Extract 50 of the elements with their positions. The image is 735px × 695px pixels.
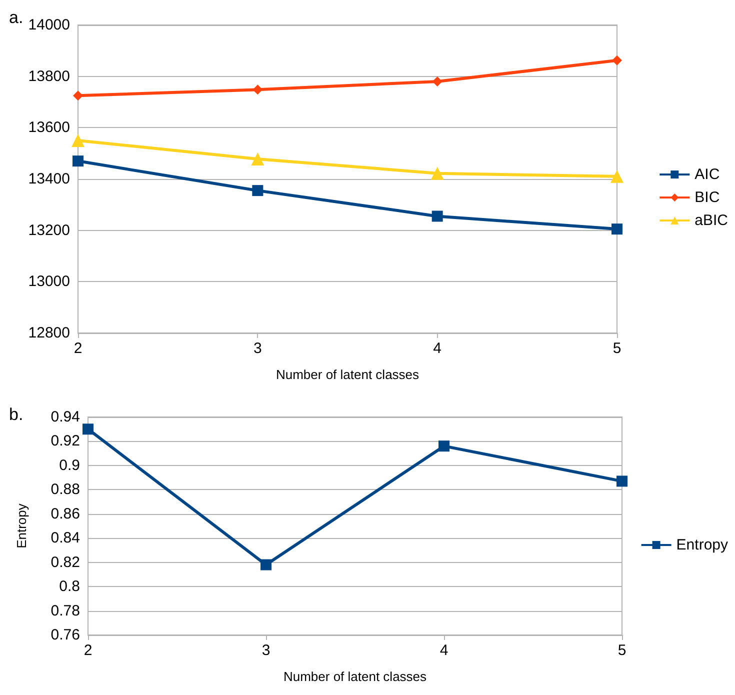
y-tick-label: 13000: [28, 273, 70, 290]
y-tick-label: 0.86: [50, 505, 80, 522]
x-tick-label: 5: [618, 642, 626, 659]
x-tick-label: 4: [433, 340, 442, 357]
chart-title: b.: [9, 405, 24, 424]
y-tick-label: 0.8: [59, 578, 80, 596]
x-tick-label: 2: [74, 340, 82, 357]
y-tick-label: 14000: [28, 16, 70, 34]
y-tick-label: 0.78: [50, 602, 80, 620]
y-tick-label: 0.76: [50, 626, 80, 644]
point: [260, 559, 272, 570]
point: [72, 156, 84, 167]
y-tick-label: 13600: [28, 119, 70, 136]
y-axis-title: Entropy: [14, 503, 29, 548]
x-axis-title: Number of latent classes: [283, 669, 428, 684]
point: [73, 90, 83, 101]
legend-label: BIC: [694, 189, 720, 206]
point: [252, 185, 264, 196]
point: [612, 55, 622, 66]
y-tick-label: 0.9: [59, 456, 80, 474]
x-tick-label: 2: [84, 642, 92, 659]
y-tick-label: 0.92: [50, 432, 80, 450]
point: [610, 170, 624, 183]
legend-label: Entropy: [676, 536, 728, 554]
x-tick-label: 3: [262, 642, 270, 659]
y-tick-label: 13400: [28, 170, 70, 188]
y-tick-label: 13200: [28, 222, 70, 239]
x-tick-label: 4: [440, 642, 448, 659]
point: [438, 440, 450, 452]
x-axis-title: Number of latent classes: [276, 367, 420, 382]
y-tick-label: 0.82: [50, 554, 80, 571]
point: [432, 210, 443, 222]
y-tick-label: 12800: [28, 324, 70, 342]
x-tick-label: 3: [253, 340, 262, 357]
point: [430, 166, 444, 180]
point: [72, 134, 84, 147]
point: [252, 84, 263, 95]
y-tick-label: 0.88: [50, 481, 80, 498]
point: [82, 424, 94, 435]
legend-label: aBIC: [694, 212, 728, 229]
point: [612, 224, 622, 235]
x-tick-label: 5: [612, 340, 622, 357]
y-tick-label: 0.84: [50, 530, 80, 547]
y-tick-label: 0.94: [50, 408, 80, 426]
chart-title: a.: [9, 8, 24, 27]
point: [432, 76, 442, 86]
point: [616, 476, 628, 487]
point: [251, 152, 264, 166]
legend-label: AIC: [694, 166, 720, 183]
y-tick-label: 13800: [28, 68, 70, 85]
